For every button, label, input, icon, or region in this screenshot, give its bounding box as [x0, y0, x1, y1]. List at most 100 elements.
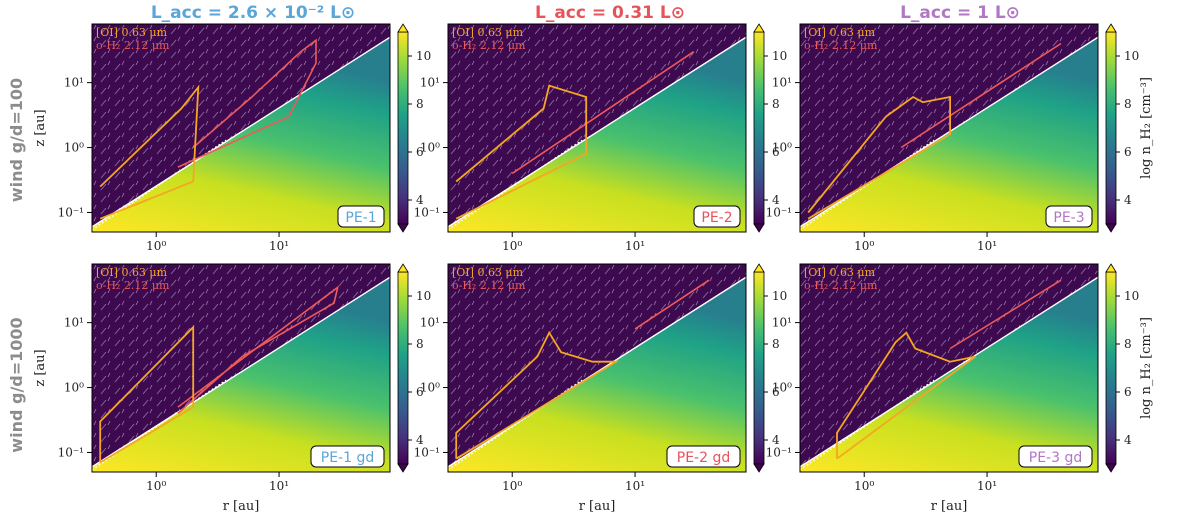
colorbar-tick-label: 10 [772, 49, 787, 63]
disk-surface-line [448, 36, 746, 228]
colorbar-tick-label: 4 [416, 433, 424, 447]
colorbar-tick-label: 10 [1124, 49, 1139, 63]
dotted-boundary-line [800, 139, 935, 231]
panel-frame [91, 263, 391, 473]
colorbar-extend-top [753, 263, 765, 273]
y-tick-label: 10¹ [64, 76, 84, 90]
column-title-1: L_acc = 2.6 × 10⁻² L⊙ [151, 3, 355, 23]
h2-contour [177, 285, 339, 414]
panel-frame [91, 23, 391, 233]
row-title-1: wind g/d=100 [7, 78, 26, 202]
y-tick-label: 10¹ [420, 316, 440, 330]
disk-density-region [92, 37, 390, 232]
colorbar-extend-bottom [753, 463, 765, 473]
legend-oi: [OI] 0.63 μm [96, 26, 168, 39]
panel-pe-1: [OI] 0.63 μmo-H₂ 2.12 μm PE-1 10⁰ 10¹ 10⁻¹ 10… [33, 23, 431, 253]
panel-badge-box [666, 445, 741, 468]
legend-h2: o-H₂ 2.12 μm [804, 39, 878, 52]
y-tick-label: 10⁰ [772, 141, 792, 155]
legend-h2: o-H₂ 2.12 μm [452, 279, 526, 292]
dotted-boundary-line [800, 379, 935, 471]
legend-oi: [OI] 0.63 μm [452, 26, 524, 39]
oi-contour [99, 84, 200, 220]
dotted-boundary-line [448, 139, 583, 231]
colorbar-tick-label: 8 [416, 337, 424, 351]
oi-contour [836, 331, 976, 460]
colorbar [753, 271, 765, 465]
panel-badge-label: PE-1 gd [321, 450, 374, 466]
oi-contour [99, 325, 195, 464]
colorbar [397, 31, 409, 225]
h2-contour [949, 279, 1062, 350]
x-tick-label: 10⁰ [502, 239, 522, 253]
y-tick-label: 10¹ [420, 76, 440, 90]
column-title-2: L_acc = 0.31 L⊙ [535, 3, 685, 23]
colorbar-extend-bottom [397, 223, 409, 233]
x-tick-label: 10¹ [977, 239, 997, 253]
y-tick-label: 10⁰ [420, 141, 440, 155]
colorbar-extend-top [1105, 263, 1117, 273]
disk-surface-line [800, 36, 1098, 228]
y-tick-label: 10⁻¹ [414, 205, 440, 219]
y-axis-label: z [au] [33, 109, 48, 146]
colorbar-tick-label: 10 [772, 289, 787, 303]
colorbar-tick-label: 8 [772, 97, 780, 111]
y-tick-label: 10⁰ [420, 381, 440, 395]
legend-oi: [OI] 0.63 μm [804, 266, 876, 279]
colorbar-tick-label: 8 [1124, 97, 1132, 111]
colorbar-extend-bottom [1105, 463, 1117, 473]
colorbar-extend-bottom [753, 223, 765, 233]
colorbar-tick-label: 8 [1124, 337, 1132, 351]
oi-contour [455, 84, 588, 220]
legend-oi: [OI] 0.63 μm [452, 266, 524, 279]
colorbar-tick-label: 4 [1124, 193, 1132, 207]
disk-surface-line [92, 276, 390, 468]
panel-badge-box [1018, 445, 1093, 468]
colorbar-tick-label: 6 [772, 145, 780, 159]
colorbar-extend-bottom [1105, 223, 1117, 233]
y-tick-label: 10⁰ [772, 381, 792, 395]
legend-h2: o-H₂ 2.12 μm [96, 279, 170, 292]
colorbar-extend-top [753, 23, 765, 33]
x-tick-label: 10¹ [977, 479, 997, 493]
colorbar-tick-label: 10 [416, 289, 431, 303]
y-tick-label: 10¹ [772, 76, 792, 90]
h2-contour [177, 38, 317, 168]
oi-contour [455, 330, 620, 460]
colorbar-tick-label: 8 [416, 97, 424, 111]
colorbar-tick-label: 4 [772, 433, 780, 447]
colorbar-tick-label: 4 [416, 193, 424, 207]
oi-contour [807, 95, 951, 220]
colorbar-tick-label: 6 [1124, 145, 1132, 159]
disk-density-region [800, 277, 1098, 472]
panel-badge-label: PE-3 gd [1029, 450, 1082, 466]
y-tick-label: 10⁻¹ [58, 205, 84, 219]
colorbar-tick-label: 4 [1124, 433, 1132, 447]
colorbar-tick-label: 6 [416, 145, 424, 159]
colorbar [1105, 31, 1117, 225]
colorbar-tick-label: 10 [1124, 289, 1139, 303]
colorbar-extend-top [397, 263, 409, 273]
row-title-2: wind g/d=1000 [7, 317, 26, 452]
colorbar-tick-label: 8 [772, 337, 780, 351]
colorbar-label: log n_H₂ [cm⁻³] [1139, 317, 1154, 419]
colorbar-tick-label: 6 [772, 385, 780, 399]
h2-contour [900, 42, 1062, 149]
colorbar-tick-label: 6 [1124, 385, 1132, 399]
x-tick-label: 10⁰ [854, 239, 874, 253]
colorbar [397, 271, 409, 465]
legend-h2: o-H₂ 2.12 μm [96, 39, 170, 52]
panel-badge-label: PE-2 [701, 210, 732, 226]
colorbar [1105, 271, 1117, 465]
panel-badge-box [337, 205, 385, 228]
panel-frame [799, 23, 1099, 233]
disk-density-region [448, 277, 746, 472]
x-tick-label: 10⁰ [146, 239, 166, 253]
x-tick-label: 10¹ [269, 239, 289, 253]
panel-pe-2-gd: [OI] 0.63 μmo-H₂ 2.12 μm PE-2 gd 10⁰ 10¹ 10⁻… [414, 263, 787, 514]
dotted-boundary-line [92, 139, 227, 231]
y-tick-label: 10¹ [64, 316, 84, 330]
panel-badge-label: PE-2 gd [677, 450, 730, 466]
